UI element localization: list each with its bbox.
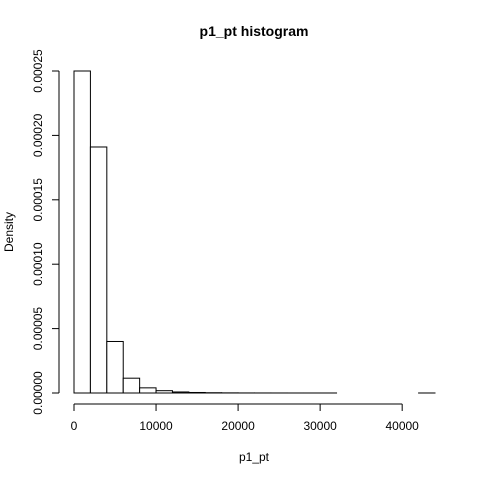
histogram-bar-6 bbox=[171, 391, 190, 394]
y-axis-label: Density bbox=[2, 212, 16, 252]
x-tick-label: 20000 bbox=[221, 419, 255, 433]
y-tick-label: 0.00005 bbox=[31, 307, 45, 351]
x-tick-label: 30000 bbox=[303, 419, 337, 433]
histogram-bar-3 bbox=[122, 377, 141, 394]
histogram-bar-5 bbox=[155, 390, 173, 394]
x-tick-label: 40000 bbox=[385, 419, 419, 433]
y-tick-label: 0.00010 bbox=[31, 242, 45, 286]
histogram-bar-1 bbox=[89, 146, 108, 394]
y-tick-label: 0.00020 bbox=[31, 113, 45, 157]
x-axis-label: p1_pt bbox=[239, 450, 270, 464]
y-axis: 0.00000 0.00005 0.00010 0.00015 0.00020 0.000… bbox=[31, 49, 60, 415]
x-axis: 0 10000 20000 30000 40000 bbox=[71, 403, 419, 433]
x-tick-label: 10000 bbox=[139, 419, 173, 433]
histogram-bars bbox=[73, 70, 436, 394]
y-tick-label: 0.00025 bbox=[31, 49, 45, 93]
histogram-bar-4 bbox=[139, 387, 157, 394]
x-tick-label: 0 bbox=[71, 419, 78, 433]
y-tick-label: 0.00015 bbox=[31, 178, 45, 222]
histogram-bar-0 bbox=[73, 70, 91, 394]
chart-title: p1_pt histogram bbox=[200, 23, 309, 39]
histogram-bar-2 bbox=[106, 340, 124, 394]
histogram-bar-7 bbox=[188, 391, 206, 394]
y-tick-label: 0.00000 bbox=[31, 371, 45, 415]
